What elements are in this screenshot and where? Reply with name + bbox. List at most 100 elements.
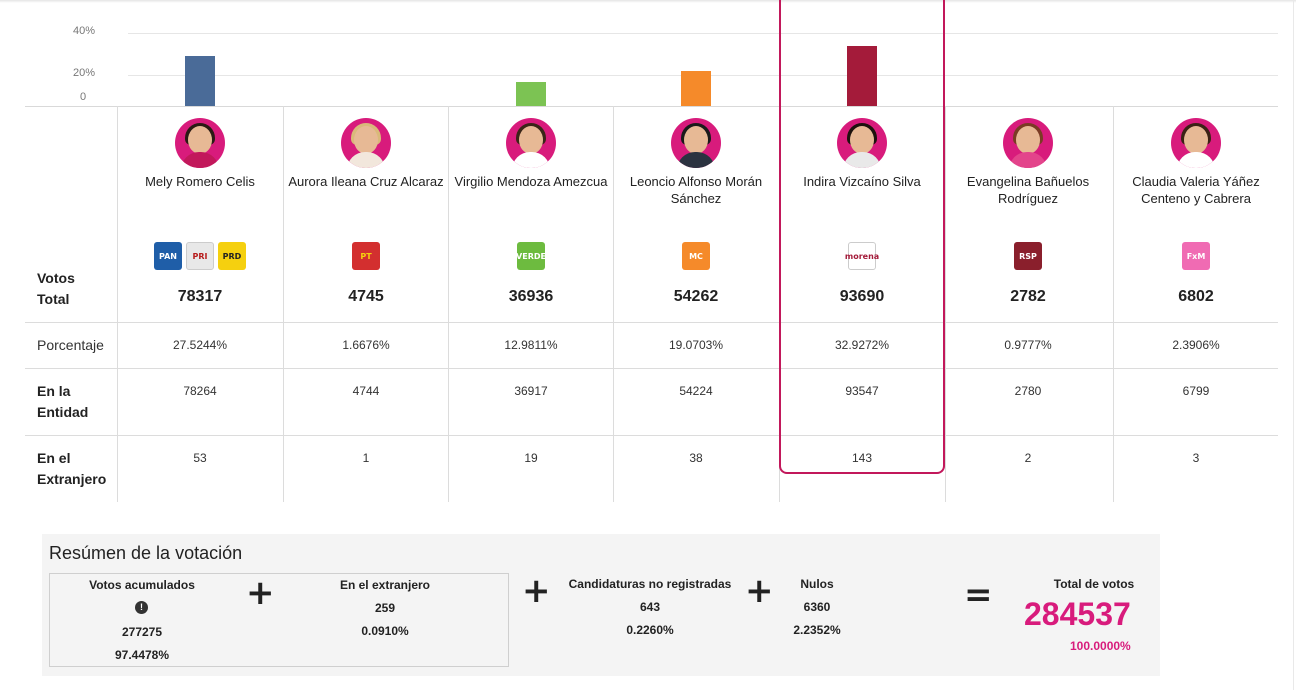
candidate-avatar xyxy=(175,118,225,168)
plus-icon: + xyxy=(522,571,551,611)
candidate-avatar xyxy=(1003,118,1053,168)
plus-icon: + xyxy=(246,573,275,613)
candidate-name-line: Virgilio Mendoza Amezcua xyxy=(454,174,608,189)
candidate-avatar xyxy=(671,118,721,168)
candidate-name: Mely Romero Celis xyxy=(115,173,285,190)
entidad-votes-cell: 78264 xyxy=(183,384,217,398)
party-logo-icon: PRI xyxy=(186,242,214,270)
y-tick-40: 40% xyxy=(73,25,96,37)
total-votes-cell: 36936 xyxy=(508,288,554,305)
chart-bar[interactable] xyxy=(516,82,546,106)
party-logo-icon: PAN xyxy=(154,242,182,270)
avatar-face xyxy=(684,126,708,154)
equals-icon: = xyxy=(964,575,993,615)
avatar-body xyxy=(512,152,550,168)
vote-summary-panel xyxy=(42,534,1160,676)
candidate-avatar xyxy=(1171,118,1221,168)
percentage-cell: 12.9811% xyxy=(504,338,558,352)
acumulados-pct: 97.4478% xyxy=(114,648,170,662)
extranjero-votes-cell: 3 xyxy=(1192,451,1200,465)
total-votes-pct: 100.0000% xyxy=(1070,639,1131,653)
chart-bar[interactable] xyxy=(847,45,877,106)
extranjero-votes-cell: 1 xyxy=(362,451,370,465)
avatar-body xyxy=(843,152,881,168)
total-votes-cell: 78317 xyxy=(177,288,223,305)
avatar-face xyxy=(1016,126,1040,154)
acumulados-value: 277275 xyxy=(121,625,163,639)
extranjero-pct: 0.0910% xyxy=(361,624,409,638)
y-tick-20: 20% xyxy=(73,67,96,79)
percentage-cell: 1.6676% xyxy=(342,338,390,352)
percentage-cell: 32.9272% xyxy=(834,338,890,352)
entidad-votes-cell: 4744 xyxy=(352,384,380,398)
candidate-name: Leoncio Alfonso Morán Sánchez xyxy=(611,173,781,207)
percentage-cell: 2.3906% xyxy=(1172,338,1220,352)
extranjero-value: 259 xyxy=(374,601,396,615)
chart-bar[interactable] xyxy=(1013,104,1043,106)
avatar-face xyxy=(354,126,378,154)
entidad-votes-cell: 93547 xyxy=(845,384,879,398)
chart-bar[interactable] xyxy=(351,102,381,106)
candidate-name: Indira Vizcaíno Silva xyxy=(777,173,947,190)
chart-bar[interactable] xyxy=(1181,101,1211,106)
chart-bar[interactable] xyxy=(185,55,215,106)
extranjero-label: En el extranjero xyxy=(339,578,431,592)
row-divider xyxy=(25,368,1278,369)
total-votes-cell: 54262 xyxy=(673,288,719,305)
party-logo-icon: PT xyxy=(352,242,380,270)
row-label-line: En la xyxy=(37,383,71,399)
candidate-name: Evangelina Bañuelos Rodríguez xyxy=(943,173,1113,207)
total-votes-cell: 4745 xyxy=(348,288,384,305)
summary-title: Resúmen de la votación xyxy=(49,543,243,563)
accumulated-votes-box xyxy=(49,573,509,667)
winner-highlight-frame xyxy=(779,0,945,474)
total-votes-cell: 93690 xyxy=(839,288,885,305)
party-logo-icon: RSP xyxy=(1014,242,1042,270)
percentage-cell: 27.5244% xyxy=(172,338,228,352)
party-logo-icon: PRD xyxy=(218,242,246,270)
total-label: Total de votos xyxy=(1053,577,1135,591)
column-divider xyxy=(448,106,449,502)
column-divider xyxy=(613,106,614,502)
plus-icon: + xyxy=(745,571,774,611)
extranjero-votes-cell: 143 xyxy=(851,451,873,465)
total-votes-cell: 6802 xyxy=(1178,288,1214,305)
nulos-value: 6360 xyxy=(803,600,831,614)
gridline-40 xyxy=(128,33,1278,34)
candidate-avatar xyxy=(341,118,391,168)
candidate-name-line: Centeno y Cabrera xyxy=(1141,191,1251,206)
nulos-label: Nulos xyxy=(800,577,834,591)
candidate-name: Virgilio Mendoza Amezcua xyxy=(446,173,616,190)
extranjero-votes-cell: 38 xyxy=(689,451,703,465)
percentage-cell: 19.0703% xyxy=(668,338,724,352)
no-registradas-value: 643 xyxy=(639,600,661,614)
avatar-body xyxy=(677,152,715,168)
acumulados-label: Votos acumulados xyxy=(89,578,195,592)
row-divider xyxy=(25,322,1278,323)
candidate-name-line: Aurora Ileana Cruz Alcaraz xyxy=(288,174,444,189)
candidate-name-line: Leoncio Alfonso Morán xyxy=(629,174,763,189)
candidate-name-line: Claudia Valeria Yáñez xyxy=(1132,174,1260,189)
candidate-avatar xyxy=(506,118,556,168)
top-shadow xyxy=(0,0,1296,3)
avatar-body xyxy=(181,152,219,168)
column-divider xyxy=(283,106,284,502)
nulos-pct: 2.2352% xyxy=(793,623,841,637)
avatar-body xyxy=(1177,152,1215,168)
entidad-votes-cell: 6799 xyxy=(1182,384,1210,398)
row-label-votos-total: Votos Total xyxy=(37,268,75,310)
info-icon[interactable]: ! xyxy=(135,601,148,614)
party-logo-icon: VERDE xyxy=(516,242,546,270)
avatar-body xyxy=(1009,152,1047,168)
row-label-extranjero: En el Extranjero xyxy=(37,448,106,490)
avatar-body xyxy=(347,152,385,168)
party-logo-icon: morena xyxy=(845,242,879,270)
row-label-line: Entidad xyxy=(37,404,89,420)
no-registradas-label: Candidaturas no registradas xyxy=(568,577,732,591)
avatar-face xyxy=(1184,126,1208,154)
right-border xyxy=(1293,0,1294,690)
chart-bar[interactable] xyxy=(681,71,711,106)
candidate-avatar xyxy=(837,118,887,168)
candidate-name-line: Indira Vizcaíno Silva xyxy=(803,174,921,189)
column-divider xyxy=(117,106,118,502)
